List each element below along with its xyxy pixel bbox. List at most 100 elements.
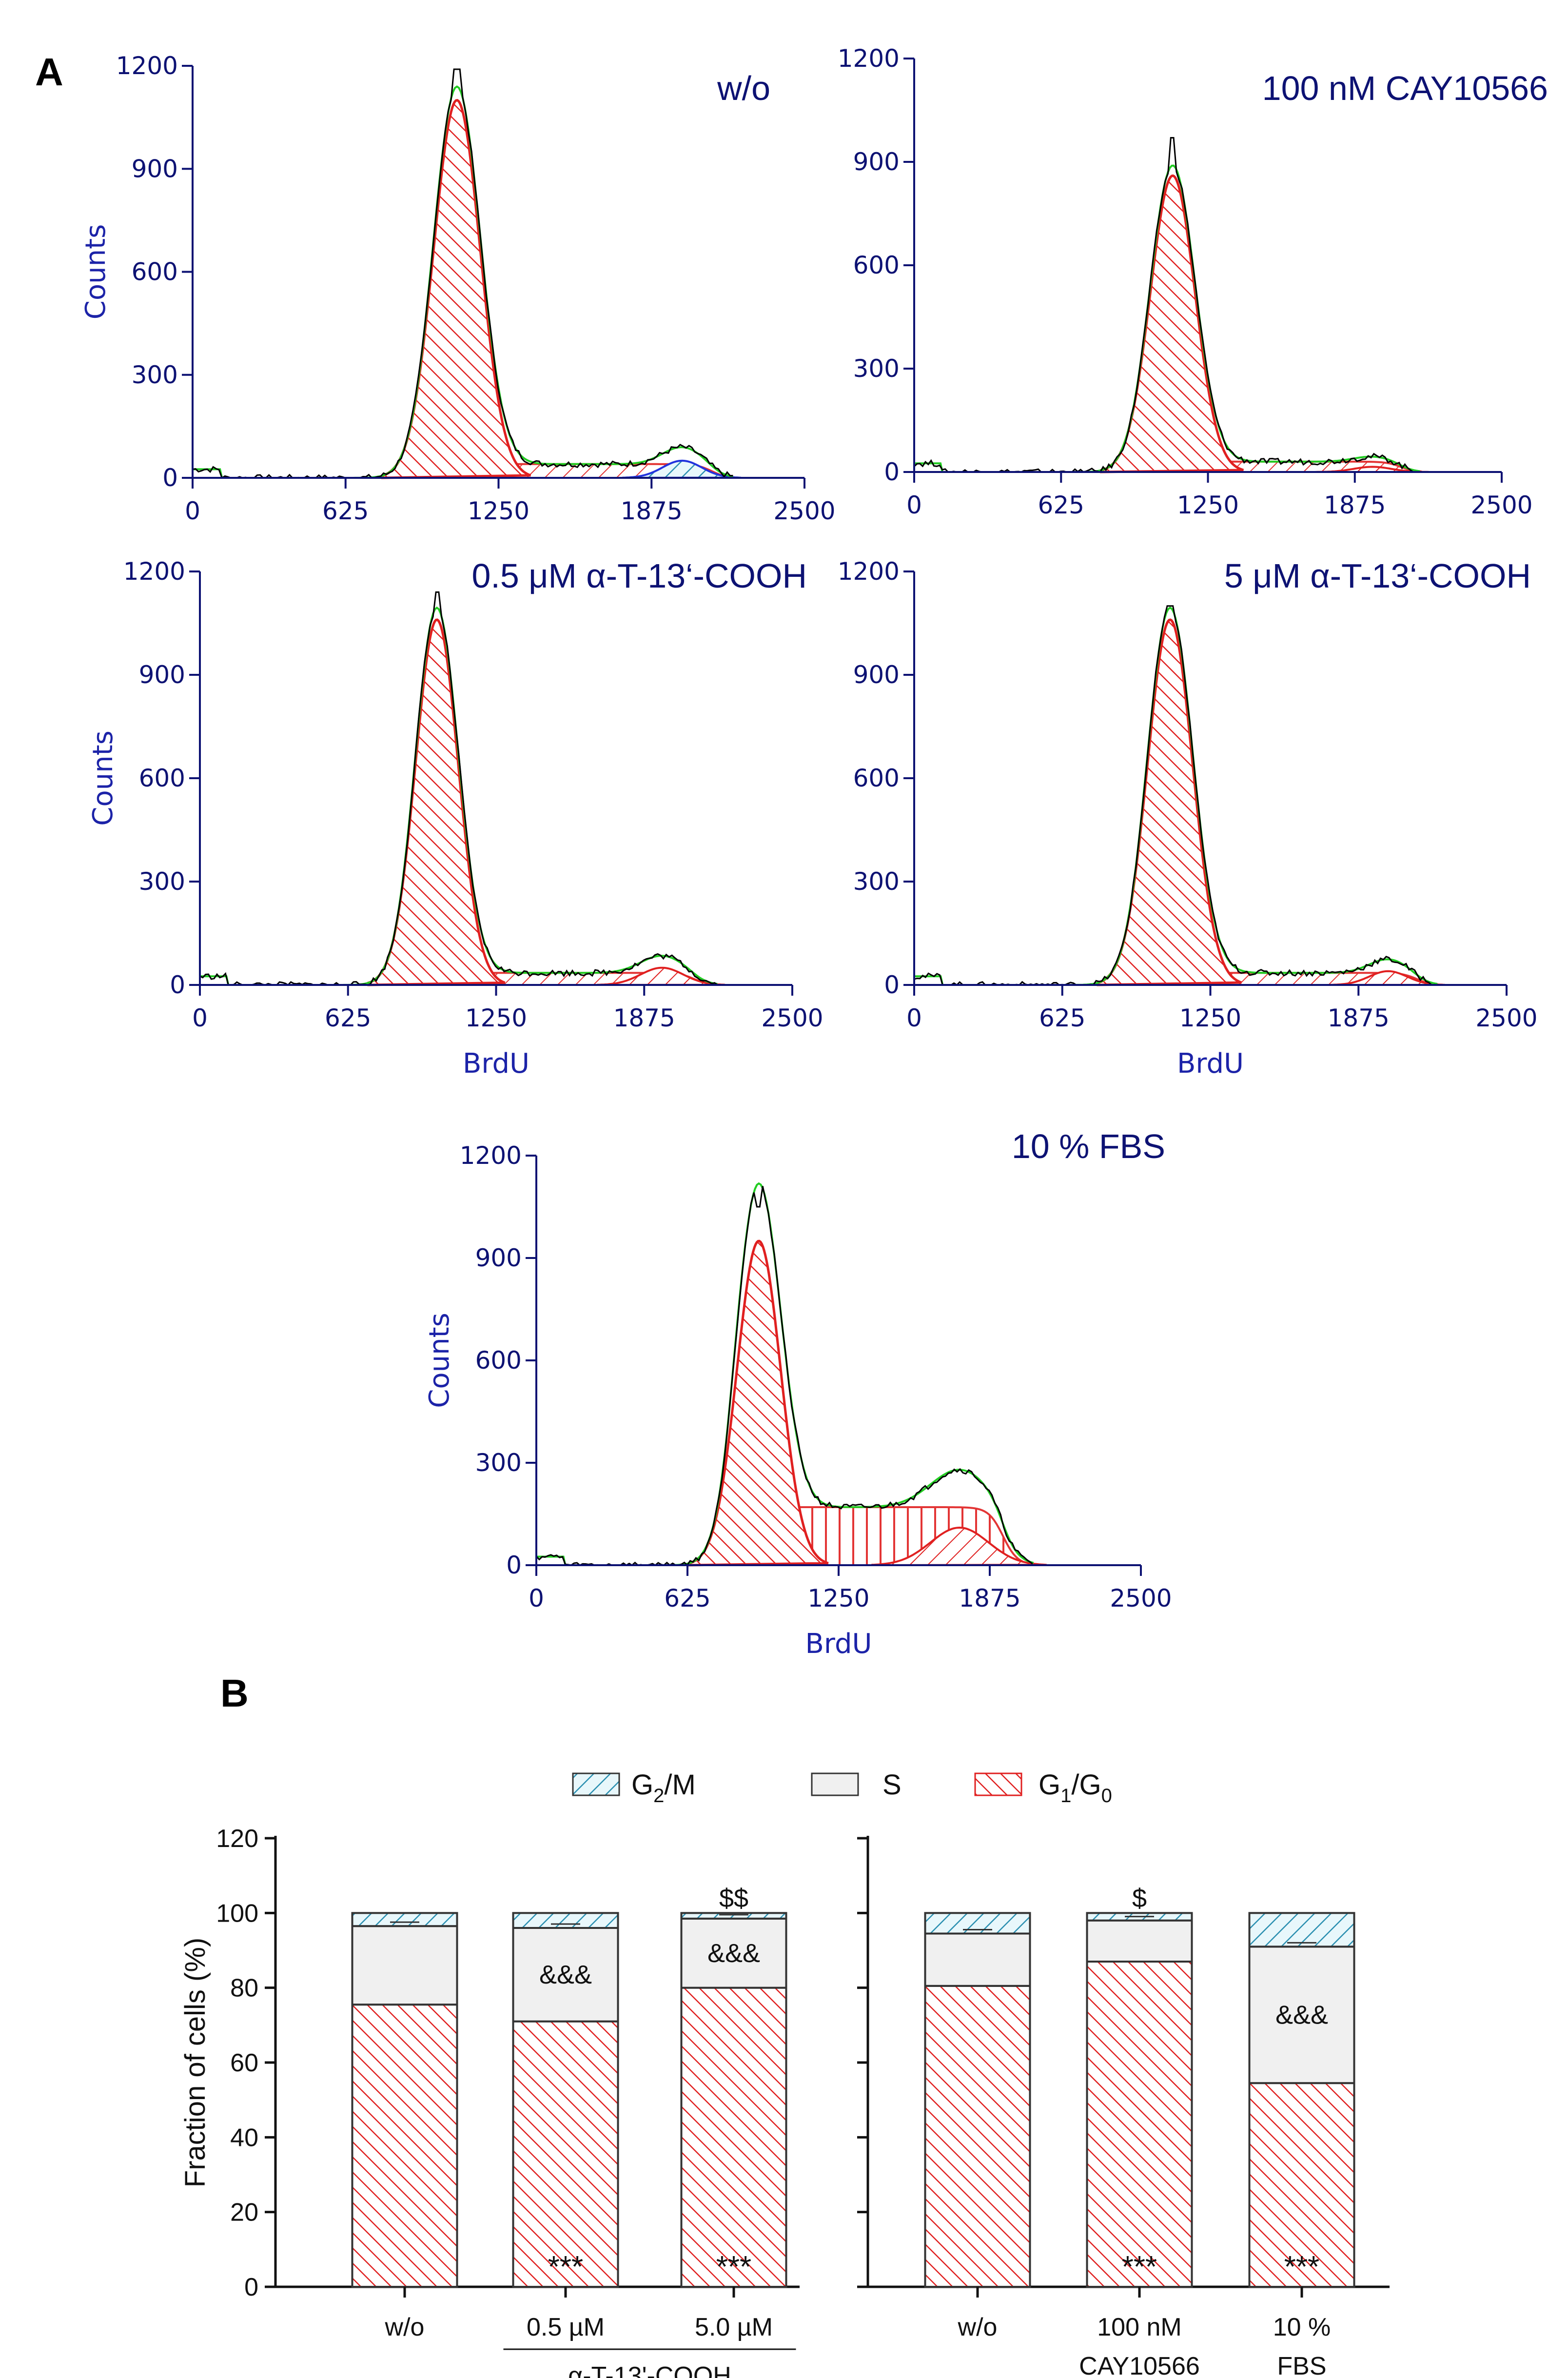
- histogram-fbs-ytick-label: 900: [475, 1244, 522, 1272]
- bar-category-label: 100 nM: [1097, 2313, 1181, 2341]
- histogram-w/o-xtick-label: 1875: [621, 497, 683, 525]
- legend-item-s: S: [811, 1769, 902, 1801]
- bar-segment-g1: [680, 1986, 787, 2288]
- bar-stack: 100 nM CAY10566 $ ***: [1079, 1884, 1200, 2378]
- bar-ytick-label: 120: [216, 1825, 258, 1853]
- bar-segment-s: [1248, 1946, 1355, 2084]
- histogram-cay-ytick-label: 300: [853, 354, 900, 383]
- histogram-low-xtick-label: 1875: [613, 1004, 675, 1032]
- bar-stack: 0.5 µM &&& ***: [512, 1912, 619, 2341]
- legend-text-sub: 1: [1060, 1785, 1071, 1807]
- bar-segment-g1: [1248, 2082, 1355, 2288]
- histogram-w/o-ytick-label: 600: [132, 258, 178, 286]
- bar-segment-g1: [924, 1985, 1031, 2288]
- bar-category-label-line2: FBS: [1277, 2352, 1326, 2378]
- histogram-fbs-title: 10 % FBS: [1012, 1127, 1165, 1165]
- bar-ytick-label: 0: [244, 2273, 258, 2301]
- bar-category-label: 10 %: [1273, 2313, 1331, 2341]
- histogram-cay-ytick-label: 600: [853, 251, 900, 279]
- histogram-fbs-g2m-peak: [871, 1526, 1047, 1567]
- histogram-high-xtick-label: 1875: [1328, 1004, 1390, 1032]
- bar-segment-s: [680, 1917, 787, 1989]
- bar-ytick-label: 80: [230, 1974, 258, 2003]
- bar-segment-g2m: [1248, 1912, 1355, 1948]
- histogram-w/o-ytick-label: 900: [132, 155, 178, 183]
- bar-significance-stars: ***: [1284, 2250, 1319, 2284]
- legend-label-g1: G1/G0: [1039, 1769, 1112, 1807]
- bar-segment-g2m: [351, 1912, 458, 1927]
- histogram-low-ytick-label: 900: [139, 661, 185, 689]
- histogram-high-xlabel: BrdU: [1177, 1048, 1244, 1080]
- legend-swatch-s: [811, 1772, 859, 1796]
- legend-label-g2m: G2/M: [631, 1769, 696, 1807]
- legend-text-sub2: 0: [1101, 1785, 1112, 1807]
- bar-category-label-line2: CAY10566: [1079, 2352, 1200, 2378]
- legend-label-s: S: [882, 1769, 902, 1801]
- legend-item-g2m: G2/M: [572, 1769, 696, 1807]
- bar-segment-s: [512, 1927, 619, 2023]
- histogram-low-xlabel: BrdU: [463, 1048, 529, 1080]
- histogram-cay-xtick-label: 625: [1038, 491, 1084, 519]
- legend-text-rest: /M: [664, 1769, 695, 1801]
- legend-swatch-g2m: [572, 1772, 620, 1796]
- histogram-low: 0 300 600 900 1200 0 625 1250 1875 2500 Counts BrdU…: [87, 557, 823, 1080]
- histogram-fbs-ytick-label: 300: [475, 1449, 522, 1477]
- legend-text-main: G: [631, 1769, 653, 1801]
- bar-ylabel: Fraction of cells (%): [179, 1938, 211, 2187]
- bar-segment-g2m: [680, 1912, 787, 1920]
- bar-stack: 5.0 µM $$ &&& ***: [680, 1884, 787, 2341]
- histogram-w/o-g1-peak: [381, 98, 531, 479]
- histogram-low-xtick-label: 2500: [761, 1004, 823, 1032]
- bar-significance-dollar: $: [1132, 1884, 1147, 1913]
- legend-swatch-g1: [974, 1772, 1022, 1796]
- histogram-fbs-xtick-label: 2500: [1110, 1584, 1172, 1612]
- histogram-low-ytick-label: 600: [139, 764, 185, 792]
- bar-significance-ampersand: &&&: [539, 1960, 592, 1989]
- histogram-cay-xtick-label: 1250: [1177, 491, 1239, 519]
- legend-text-rest: /G: [1071, 1769, 1101, 1801]
- histogram-high-xtick-label: 1250: [1179, 1004, 1241, 1032]
- histogram-high: 0 300 600 900 1200 0 625 1250 1875 2500 BrdU 5 μM α…: [838, 557, 1538, 1080]
- histogram-low-ytick-label: 300: [139, 867, 185, 896]
- histogram-w/o: 0 300 600 900 1200 0 625 1250 1875 2500 Counts w/o: [80, 52, 836, 525]
- histogram-w/o-xtick-label: 1250: [468, 497, 529, 525]
- bar-segment-g1: [512, 2020, 619, 2288]
- legend-text-main: S: [882, 1769, 902, 1801]
- histogram-cay-title: 100 nM CAY10566: [1262, 69, 1548, 107]
- bar-segment-g2m: [512, 1912, 619, 1929]
- histogram-high-xtick-label: 625: [1039, 1004, 1085, 1032]
- histogram-low-ytick-label: 0: [170, 971, 185, 999]
- bar-segment-s: [924, 1932, 1031, 1987]
- histogram-high-xtick-label: 2500: [1475, 1004, 1537, 1032]
- histogram-cay: 0 300 600 900 1200 0 625 1250 1875 2500 100 nM CAY…: [838, 44, 1548, 519]
- panel-label-a: A: [35, 50, 63, 94]
- histogram-fbs-xtick-label: 1250: [807, 1584, 869, 1612]
- bar-segment-s: [1086, 1919, 1193, 1963]
- bar-ytick-label: 100: [216, 1899, 258, 1927]
- histogram-fbs-xtick-label: 1875: [959, 1584, 1020, 1612]
- histogram-high-ytick-label: 900: [853, 661, 900, 689]
- histogram-fbs-xlabel: BrdU: [805, 1628, 872, 1660]
- bar-group-1: 0 20 40 60 80 100 120 w/o 0.5 µM &&& *** 5.0 µM $$ &&…: [216, 1825, 800, 2378]
- bar-stack: 10 % FBS &&& ***: [1248, 1912, 1355, 2378]
- histogram-cay-ytick-label: 1200: [838, 44, 900, 73]
- histogram-fbs-ytick-label: 0: [506, 1551, 522, 1579]
- histogram-cay-xtick-label: 1875: [1324, 491, 1386, 519]
- histogram-fbs-ytick-label: 1200: [460, 1141, 522, 1170]
- histogram-low-title: 0.5 μM α-T-13‘-COOH: [471, 557, 807, 595]
- histogram-low-g2m-peak: [597, 966, 725, 986]
- histogram-high-ytick-label: 0: [884, 971, 900, 999]
- histogram-high-g2m-peak: [1330, 970, 1445, 986]
- bar-category-label: 5.0 µM: [695, 2313, 773, 2341]
- histogram-w/o-xtick-label: 0: [185, 497, 200, 525]
- bar-category-label: w/o: [958, 2313, 998, 2341]
- bar-segment-g1: [1086, 1961, 1193, 2288]
- bar-segment-s: [351, 1925, 458, 2006]
- legend-item-g1: G1/G0: [974, 1769, 1112, 1807]
- histogram-cay-xtick-label: 2500: [1470, 491, 1532, 519]
- histogram-low-xtick-label: 0: [192, 1004, 208, 1032]
- histogram-low-xtick-label: 1250: [465, 1004, 527, 1032]
